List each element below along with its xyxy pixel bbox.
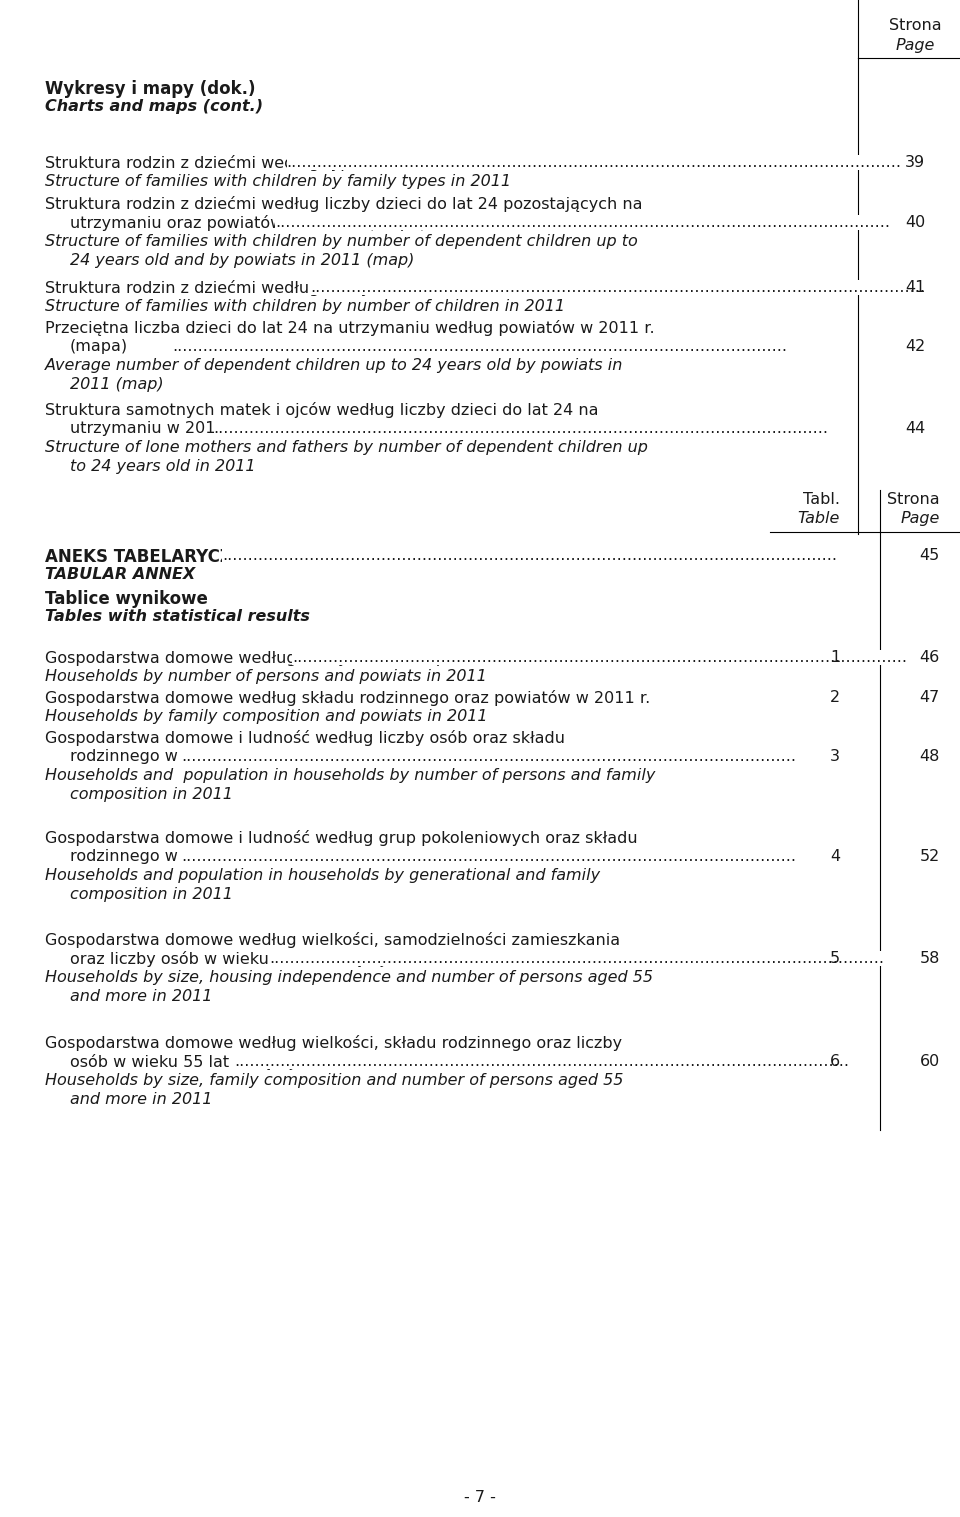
Text: to 24 years old in 2011: to 24 years old in 2011 <box>70 460 255 473</box>
Text: - 7 -: - 7 - <box>464 1490 496 1505</box>
Text: 45: 45 <box>920 548 940 563</box>
Text: composition in 2011: composition in 2011 <box>70 887 233 903</box>
Text: Structure of families with children by number of dependent children up to: Structure of families with children by n… <box>45 234 637 249</box>
Text: TABULAR ANNEX: TABULAR ANNEX <box>45 567 195 583</box>
Text: Przeciętna liczba dzieci do lat 24 na utrzymaniu według powiatów w 2011 r.: Przeciętna liczba dzieci do lat 24 na ut… <box>45 320 655 335</box>
Text: 4: 4 <box>829 850 840 865</box>
Text: 58: 58 <box>920 951 940 966</box>
Text: osób w wieku 55 lat i więcej w 2011 r.: osób w wieku 55 lat i więcej w 2011 r. <box>70 1054 374 1069</box>
Text: Page: Page <box>896 38 935 53</box>
Text: ANEKS TABELARYCZNY: ANEKS TABELARYCZNY <box>45 548 258 566</box>
Text: ................................................................................: ........................................… <box>234 1054 849 1069</box>
Text: Households by family composition and powiats in 2011: Households by family composition and pow… <box>45 708 488 724</box>
Text: 5: 5 <box>829 951 840 966</box>
Text: Gospodarstwa domowe i ludność według grup pokoleniowych oraz składu: Gospodarstwa domowe i ludność według gru… <box>45 830 637 846</box>
Text: and more in 2011: and more in 2011 <box>70 989 212 1004</box>
Text: Households and population in households by generational and family: Households and population in households … <box>45 868 600 883</box>
Text: Gospodarstwa domowe według wielkości, samodzielności zamieszkania: Gospodarstwa domowe według wielkości, sa… <box>45 931 620 948</box>
Text: utrzymaniu w 2011 r.: utrzymaniu w 2011 r. <box>70 422 241 435</box>
Text: Strona: Strona <box>889 18 942 33</box>
Text: 42: 42 <box>905 338 925 353</box>
Text: Wykresy i mapy (dok.): Wykresy i mapy (dok.) <box>45 80 255 99</box>
Text: 1: 1 <box>829 649 840 664</box>
Text: Structure of lone mothers and fathers by number of dependent children up: Structure of lone mothers and fathers by… <box>45 440 648 455</box>
Text: (mapa): (mapa) <box>70 338 128 353</box>
Text: 39: 39 <box>905 155 925 170</box>
Text: Table: Table <box>798 511 840 526</box>
Text: 41: 41 <box>905 281 925 294</box>
Text: 24 years old and by powiats in 2011 (map): 24 years old and by powiats in 2011 (map… <box>70 253 415 269</box>
Text: 47: 47 <box>920 690 940 705</box>
Text: rodzinnego w 2011 r.: rodzinnego w 2011 r. <box>70 850 239 865</box>
Text: Struktura samotnych matek i ojców według liczby dzieci do lat 24 na: Struktura samotnych matek i ojców według… <box>45 402 598 419</box>
Text: ................................................................................: ........................................… <box>293 649 907 664</box>
Text: Structure of families with children by family types in 2011: Structure of families with children by f… <box>45 174 511 190</box>
Text: Households by size, family composition and number of persons aged 55: Households by size, family composition a… <box>45 1073 623 1088</box>
Text: Households and  population in households by number of persons and family: Households and population in households … <box>45 768 656 783</box>
Text: ................................................................................: ........................................… <box>181 749 796 765</box>
Text: Structure of families with children by number of children in 2011: Structure of families with children by n… <box>45 299 565 314</box>
Text: ................................................................................: ........................................… <box>181 850 796 865</box>
Text: Gospodarstwa domowe i ludność według liczby osób oraz składu: Gospodarstwa domowe i ludność według lic… <box>45 730 565 746</box>
Text: Tablice wynikowe: Tablice wynikowe <box>45 590 208 608</box>
Text: 2: 2 <box>829 690 840 705</box>
Text: 60: 60 <box>920 1054 940 1069</box>
Text: utrzymaniu oraz powiatów w 2011 r. (mapa): utrzymaniu oraz powiatów w 2011 r. (mapa… <box>70 215 426 231</box>
Text: 2011 (map): 2011 (map) <box>70 378 163 391</box>
Text: ................................................................................: ........................................… <box>286 155 901 170</box>
Text: 6: 6 <box>829 1054 840 1069</box>
Text: Struktura rodzin z dziećmi według liczby dzieci do lat 24 pozostających na: Struktura rodzin z dziećmi według liczby… <box>45 196 642 212</box>
Text: Gospodarstwa domowe według liczby osób oraz powiatów w 2011 r.: Gospodarstwa domowe według liczby osób o… <box>45 649 592 666</box>
Text: 3: 3 <box>830 749 840 765</box>
Text: ................................................................................: ........................................… <box>276 215 891 231</box>
Text: ................................................................................: ........................................… <box>213 422 828 435</box>
Text: Struktura rodzin z dziećmi według typów w 2011 r.: Struktura rodzin z dziećmi według typów … <box>45 155 453 171</box>
Text: Tabl.: Tabl. <box>803 492 840 507</box>
Text: Gospodarstwa domowe według składu rodzinnego oraz powiatów w 2011 r.: Gospodarstwa domowe według składu rodzin… <box>45 690 650 705</box>
Text: Page: Page <box>900 511 940 526</box>
Text: Average number of dependent children up to 24 years old by powiats in: Average number of dependent children up … <box>45 358 623 373</box>
Text: ................................................................................: ........................................… <box>310 281 925 294</box>
Text: Households by size, housing independence and number of persons aged 55: Households by size, housing independence… <box>45 969 653 985</box>
Text: 52: 52 <box>920 850 940 865</box>
Text: 46: 46 <box>920 649 940 664</box>
Text: 44: 44 <box>905 422 925 435</box>
Text: ................................................................................: ........................................… <box>223 548 837 563</box>
Text: 40: 40 <box>905 215 925 231</box>
Text: Tables with statistical results: Tables with statistical results <box>45 608 310 623</box>
Text: ................................................................................: ........................................… <box>270 951 884 966</box>
Text: composition in 2011: composition in 2011 <box>70 787 233 802</box>
Text: and more in 2011: and more in 2011 <box>70 1092 212 1107</box>
Text: Households by number of persons and powiats in 2011: Households by number of persons and powi… <box>45 669 487 684</box>
Text: oraz liczby osób w wieku 55 lat i więcej w 2011 r.: oraz liczby osób w wieku 55 lat i więcej… <box>70 951 465 966</box>
Text: rodzinnego w 2011 r.: rodzinnego w 2011 r. <box>70 749 239 765</box>
Text: Gospodarstwa domowe według wielkości, składu rodzinnego oraz liczby: Gospodarstwa domowe według wielkości, sk… <box>45 1035 622 1051</box>
Text: ................................................................................: ........................................… <box>172 338 787 353</box>
Text: Strona: Strona <box>887 492 940 507</box>
Text: 48: 48 <box>920 749 940 765</box>
Text: Struktura rodzin z dziećmi według liczby dzieci w 2011 r.: Struktura rodzin z dziećmi według liczby… <box>45 281 501 296</box>
Text: Charts and maps (cont.): Charts and maps (cont.) <box>45 99 263 114</box>
